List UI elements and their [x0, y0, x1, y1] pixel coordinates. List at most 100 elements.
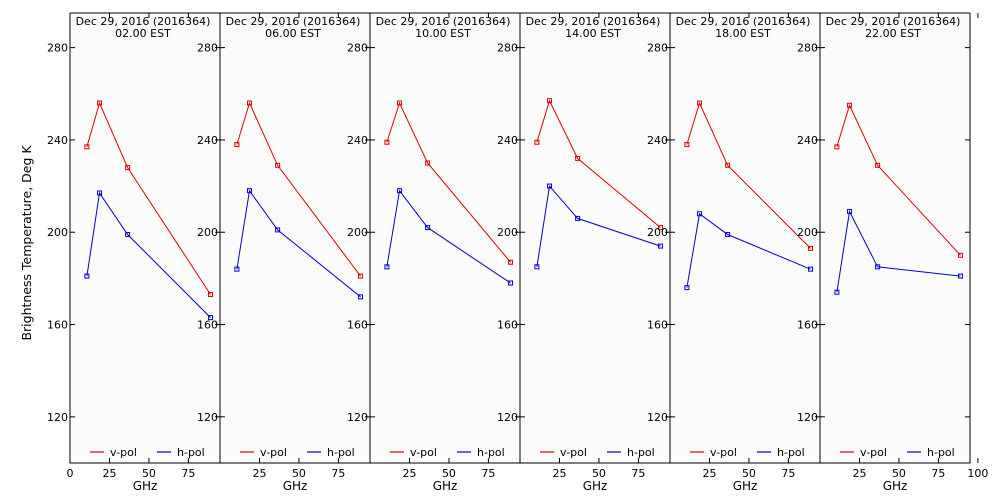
- series-line-h-pol: [86, 191, 211, 318]
- x-tick-label: 25: [252, 467, 266, 480]
- data-point-v-pol: [575, 155, 581, 161]
- panel-3: Dec 29, 2016 (2016364)10.00 EST 120 160 200…: [347, 12, 521, 493]
- data-point-h-pol: [125, 232, 131, 238]
- y-tick-label: 280: [647, 42, 668, 55]
- series-line-h-pol: [836, 209, 961, 293]
- y-tick-label: 160: [347, 319, 368, 332]
- y-tick-label: 200: [797, 226, 818, 239]
- legend-label-v-pol: v-pol: [860, 446, 887, 459]
- data-point-h-pol: [425, 225, 431, 231]
- legend-label-h-pol: h-pol: [177, 446, 205, 459]
- x-axis-label: GHz: [583, 479, 608, 493]
- legend-label-v-pol: v-pol: [560, 446, 587, 459]
- series-line-h-pol: [536, 184, 661, 267]
- legend-label-h-pol: h-pol: [327, 446, 355, 459]
- y-tick-label: 160: [647, 319, 668, 332]
- data-point-v-pol: [508, 259, 514, 265]
- panel-4: Dec 29, 2016 (2016364)14.00 EST 120 160 200…: [497, 12, 671, 493]
- data-point-v-pol: [275, 162, 281, 168]
- panel-time: 22.00 EST: [865, 27, 921, 40]
- x-tick-label: 50: [742, 467, 756, 480]
- panel-1: Dec 29, 2016 (2016364)02.00 EST 120 160 200…: [47, 12, 221, 493]
- data-point-v-pol: [697, 100, 703, 106]
- y-tick-label: 280: [347, 42, 368, 55]
- panel-5: Dec 29, 2016 (2016364)18.00 EST 120 160 200…: [647, 12, 821, 493]
- data-point-v-pol: [247, 100, 253, 106]
- y-tick-label: 160: [47, 319, 68, 332]
- x-tick-label: 50: [592, 467, 606, 480]
- y-tick-label: 120: [47, 411, 68, 424]
- x-tick-label: 75: [631, 467, 645, 480]
- data-point-h-pol: [275, 227, 281, 233]
- panel-title: Dec 29, 2016 (2016364): [376, 15, 511, 28]
- data-point-v-pol: [834, 144, 840, 150]
- x-tick-label: 100: [967, 467, 988, 480]
- data-point-v-pol: [547, 98, 553, 104]
- data-point-v-pol: [725, 162, 731, 168]
- data-point-h-pol: [234, 266, 240, 272]
- x-tick-label: 75: [481, 467, 495, 480]
- x-tick-label: 50: [892, 467, 906, 480]
- data-point-h-pol: [958, 273, 964, 279]
- legend-label-h-pol: h-pol: [477, 446, 505, 459]
- legend-label-h-pol: h-pol: [777, 446, 805, 459]
- data-point-h-pol: [847, 208, 853, 214]
- y-tick-label: 280: [197, 42, 218, 55]
- x-tick-label: 50: [292, 467, 306, 480]
- data-point-v-pol: [234, 142, 240, 148]
- data-point-v-pol: [847, 102, 853, 108]
- x-tick-label: 50: [442, 467, 456, 480]
- y-tick-label: 240: [47, 134, 68, 147]
- data-point-v-pol: [84, 144, 90, 150]
- series-line-v-pol: [86, 101, 211, 295]
- x-tick-label: 25: [852, 467, 866, 480]
- y-tick-label: 240: [647, 134, 668, 147]
- y-tick-label: 280: [47, 42, 68, 55]
- x-axis-label: GHz: [433, 479, 458, 493]
- data-point-h-pol: [358, 294, 364, 300]
- series-line-h-pol: [686, 212, 811, 288]
- data-point-h-pol: [97, 190, 103, 196]
- data-point-v-pol: [658, 225, 664, 231]
- data-point-v-pol: [397, 100, 403, 106]
- series-line-h-pol: [236, 189, 361, 298]
- data-point-h-pol: [397, 188, 403, 194]
- y-tick-label: 120: [647, 411, 668, 424]
- legend-label-v-pol: v-pol: [260, 446, 287, 459]
- legend-label-v-pol: v-pol: [710, 446, 737, 459]
- y-tick-label: 120: [347, 411, 368, 424]
- series-line-v-pol: [236, 101, 361, 277]
- panel-frame: [819, 12, 971, 464]
- data-point-h-pol: [725, 232, 731, 238]
- panel-2: Dec 29, 2016 (2016364)06.00 EST 120 160 200…: [197, 12, 371, 493]
- y-tick-label: 280: [497, 42, 518, 55]
- series-line-h-pol: [386, 189, 511, 284]
- data-point-h-pol: [834, 289, 840, 295]
- x-tick-label: 25: [552, 467, 566, 480]
- y-tick-label: 160: [197, 319, 218, 332]
- y-tick-label: 240: [497, 134, 518, 147]
- y-tick-label: 280: [797, 42, 818, 55]
- panel-title: Dec 29, 2016 (2016364): [676, 15, 811, 28]
- panel-frame: [519, 12, 671, 464]
- legend-label-h-pol: h-pol: [627, 446, 655, 459]
- data-point-v-pol: [534, 139, 540, 145]
- data-point-h-pol: [247, 188, 253, 194]
- panel-frame: [219, 12, 371, 464]
- data-point-h-pol: [547, 183, 553, 189]
- x-tick-label: 25: [102, 467, 116, 480]
- panel-title: Dec 29, 2016 (2016364): [76, 15, 211, 28]
- data-point-v-pol: [125, 165, 131, 171]
- y-tick-label: 200: [347, 226, 368, 239]
- panel-6: Dec 29, 2016 (2016364)22.00 EST 120 160 200…: [797, 12, 988, 493]
- x-axis-label: GHz: [133, 479, 158, 493]
- x-tick-label: 75: [181, 467, 195, 480]
- x-axis-label: GHz: [883, 479, 908, 493]
- y-tick-label: 120: [197, 411, 218, 424]
- series-line-v-pol: [836, 103, 961, 256]
- data-point-h-pol: [697, 211, 703, 217]
- y-tick-label: 120: [797, 411, 818, 424]
- panels-group: Dec 29, 2016 (2016364)02.00 EST120160200…: [47, 12, 988, 493]
- x-tick-label: 0: [67, 467, 74, 480]
